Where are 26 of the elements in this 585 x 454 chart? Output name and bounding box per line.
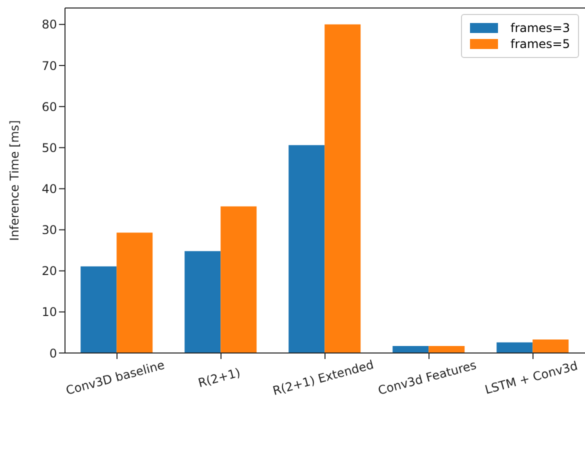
- y-tick-label: 0: [49, 346, 57, 360]
- bar: [220, 206, 257, 353]
- x-tick-label: LSTM + Conv3d: [483, 358, 580, 397]
- y-tick-label: 70: [42, 58, 57, 73]
- bar: [532, 339, 569, 353]
- bar: [496, 342, 533, 353]
- y-tick-label: 10: [42, 305, 57, 320]
- y-tick-label: 50: [42, 140, 57, 155]
- bar: [184, 251, 221, 353]
- bar: [80, 266, 117, 353]
- legend-label: frames=5: [510, 37, 570, 51]
- legend-label: frames=3: [510, 21, 570, 35]
- x-tick-label: R(2+1): [196, 365, 242, 390]
- y-tick-label: 40: [42, 182, 57, 196]
- y-tick-label: 20: [42, 264, 57, 278]
- bar: [324, 24, 361, 353]
- bar: [116, 232, 153, 353]
- bar: [428, 346, 465, 353]
- x-tick-label: Conv3d Features: [376, 358, 478, 398]
- y-axis-title: Inference Time [ms]: [7, 120, 22, 241]
- bar: [288, 145, 325, 353]
- y-tick-label: 30: [42, 223, 57, 238]
- y-tick-label: 60: [42, 100, 57, 114]
- x-tick-label: Conv3D baseline: [64, 358, 166, 398]
- y-tick-label: 80: [42, 18, 57, 32]
- bar: [392, 346, 429, 353]
